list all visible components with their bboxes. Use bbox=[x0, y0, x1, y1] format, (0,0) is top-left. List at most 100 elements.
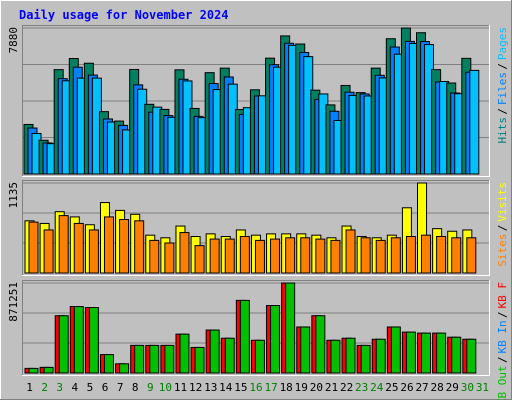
bar-kb-out-day-14 bbox=[224, 337, 235, 374]
x-tick-label-day-3: 3 bbox=[56, 381, 63, 394]
bar-kb-out-day-11 bbox=[179, 333, 190, 374]
bar-sites-day-25 bbox=[390, 237, 401, 274]
bar-sites-day-26 bbox=[405, 235, 416, 274]
bar-kb-out-day-29 bbox=[451, 336, 462, 374]
x-tick-label-day-7: 7 bbox=[117, 381, 124, 394]
bar-sites-day-4 bbox=[73, 222, 84, 274]
bar-kb-out-day-22 bbox=[345, 337, 356, 374]
bar-sites-day-22 bbox=[345, 229, 356, 274]
bar-kb-out-day-12 bbox=[194, 346, 205, 374]
panel-1-legend-files: Files bbox=[496, 72, 509, 105]
panel-2-legend-sites: Sites bbox=[496, 234, 509, 267]
bar-sites-day-11 bbox=[179, 232, 190, 274]
bar-kb-out-day-18 bbox=[285, 282, 296, 374]
bar-kb-out-day-13 bbox=[209, 329, 220, 374]
bar-sites-day-21 bbox=[330, 239, 341, 274]
panel-3-ymax-label: 871251 bbox=[7, 282, 20, 322]
bar-sites-day-18 bbox=[285, 237, 296, 274]
bar-sites-day-15 bbox=[239, 235, 250, 274]
bar-kb-out-day-5 bbox=[88, 307, 99, 374]
bar-sites-day-3 bbox=[58, 215, 69, 274]
bar-sites-day-6 bbox=[103, 216, 114, 274]
x-tick-label-day-11: 11 bbox=[174, 381, 187, 394]
panel-3-legend-separator: / bbox=[496, 311, 509, 318]
bar-kb-out-day-21 bbox=[330, 339, 341, 374]
x-tick-label-day-29: 29 bbox=[446, 381, 459, 394]
bar-sites-day-30 bbox=[466, 237, 477, 274]
bar-sites-day-16 bbox=[254, 239, 265, 274]
x-tick-label-day-12: 12 bbox=[189, 381, 202, 394]
x-tick-label-day-24: 24 bbox=[370, 381, 384, 394]
bar-pages-day-30 bbox=[469, 69, 480, 175]
bar-sites-day-13 bbox=[209, 238, 220, 274]
panel-3-legend-kb-out: KB Out bbox=[496, 365, 509, 400]
x-tick-label-day-28: 28 bbox=[431, 381, 444, 394]
bar-sites-day-20 bbox=[315, 238, 326, 274]
x-tick-label-day-8: 8 bbox=[132, 381, 139, 394]
x-tick-label-day-26: 26 bbox=[400, 381, 413, 394]
x-tick-label-day-15: 15 bbox=[234, 381, 247, 394]
panel-2-ymax-label: 1135 bbox=[7, 182, 20, 209]
x-tick-label-day-31: 31 bbox=[476, 381, 489, 394]
bar-kb-out-day-28 bbox=[436, 332, 447, 374]
bar-kb-out-day-1 bbox=[28, 367, 39, 374]
bar-kb-out-day-6 bbox=[103, 354, 114, 374]
bar-kb-out-day-15 bbox=[239, 299, 250, 374]
x-tick-label-day-27: 27 bbox=[415, 381, 428, 394]
x-tick-label-day-6: 6 bbox=[102, 381, 109, 394]
bar-kb-out-day-30 bbox=[466, 338, 477, 374]
bar-sites-day-19 bbox=[300, 237, 311, 274]
x-tick-label-day-17: 17 bbox=[264, 381, 277, 394]
bar-kb-out-day-10 bbox=[164, 344, 175, 374]
bar-sites-day-14 bbox=[224, 238, 235, 274]
bar-kb-out-day-4 bbox=[73, 306, 84, 374]
bar-kb-out-day-19 bbox=[300, 326, 311, 374]
panel-3-legend-kb-in: KB In bbox=[496, 320, 509, 353]
bar-kb-out-day-26 bbox=[405, 331, 416, 374]
panel-1-legend-separator: / bbox=[496, 108, 509, 115]
x-tick-label-day-22: 22 bbox=[340, 381, 353, 394]
bar-sites-day-12 bbox=[194, 245, 205, 274]
x-tick-label-day-13: 13 bbox=[204, 381, 217, 394]
bar-sites-day-1 bbox=[28, 221, 39, 274]
bar-kb-out-day-23 bbox=[360, 344, 371, 374]
panel-1-legend-separator: / bbox=[496, 63, 509, 70]
x-tick-label-day-2: 2 bbox=[41, 381, 48, 394]
bar-sites-day-28 bbox=[436, 235, 447, 274]
x-tick-label-day-5: 5 bbox=[87, 381, 94, 394]
bar-sites-day-5 bbox=[88, 229, 99, 274]
bar-kb-out-day-24 bbox=[375, 338, 386, 374]
bar-kb-out-day-17 bbox=[270, 305, 281, 374]
x-tick-label-day-20: 20 bbox=[310, 381, 323, 394]
chart-title: Daily usage for November 2024 bbox=[19, 8, 229, 22]
x-tick-label-day-23: 23 bbox=[355, 381, 368, 394]
bar-kb-out-day-8 bbox=[134, 344, 145, 374]
x-tick-label-day-21: 21 bbox=[325, 381, 338, 394]
x-tick-label-day-9: 9 bbox=[147, 381, 154, 394]
panel-2-legend-separator: / bbox=[496, 225, 509, 232]
panel-3-legend-separator: / bbox=[496, 356, 509, 363]
panel-3-legend-kb-f: KB F bbox=[496, 282, 509, 309]
x-tick-label-day-18: 18 bbox=[280, 381, 293, 394]
bar-kb-out-day-27 bbox=[421, 332, 432, 374]
x-tick-label-day-16: 16 bbox=[249, 381, 262, 394]
x-tick-label-day-4: 4 bbox=[72, 381, 79, 394]
x-tick-label-day-30: 30 bbox=[461, 381, 474, 394]
bar-sites-day-9 bbox=[149, 239, 160, 274]
panel-1-ymax-label: 7880 bbox=[7, 27, 20, 54]
bar-sites-day-10 bbox=[164, 242, 175, 274]
bar-sites-day-17 bbox=[270, 238, 281, 274]
panel-2-legend-visits: Visits bbox=[496, 182, 509, 222]
bar-sites-day-8 bbox=[134, 220, 145, 274]
bar-kb-out-day-25 bbox=[390, 326, 401, 374]
x-tick-label-day-10: 10 bbox=[159, 381, 172, 394]
panel-1-legend-pages: Pages bbox=[496, 27, 509, 60]
bar-kb-out-day-16 bbox=[254, 339, 265, 374]
bar-sites-day-27 bbox=[421, 234, 432, 274]
bar-sites-day-7 bbox=[119, 219, 130, 274]
bar-sites-day-24 bbox=[375, 239, 386, 274]
bar-sites-day-2 bbox=[43, 229, 54, 274]
x-tick-label-day-25: 25 bbox=[385, 381, 398, 394]
